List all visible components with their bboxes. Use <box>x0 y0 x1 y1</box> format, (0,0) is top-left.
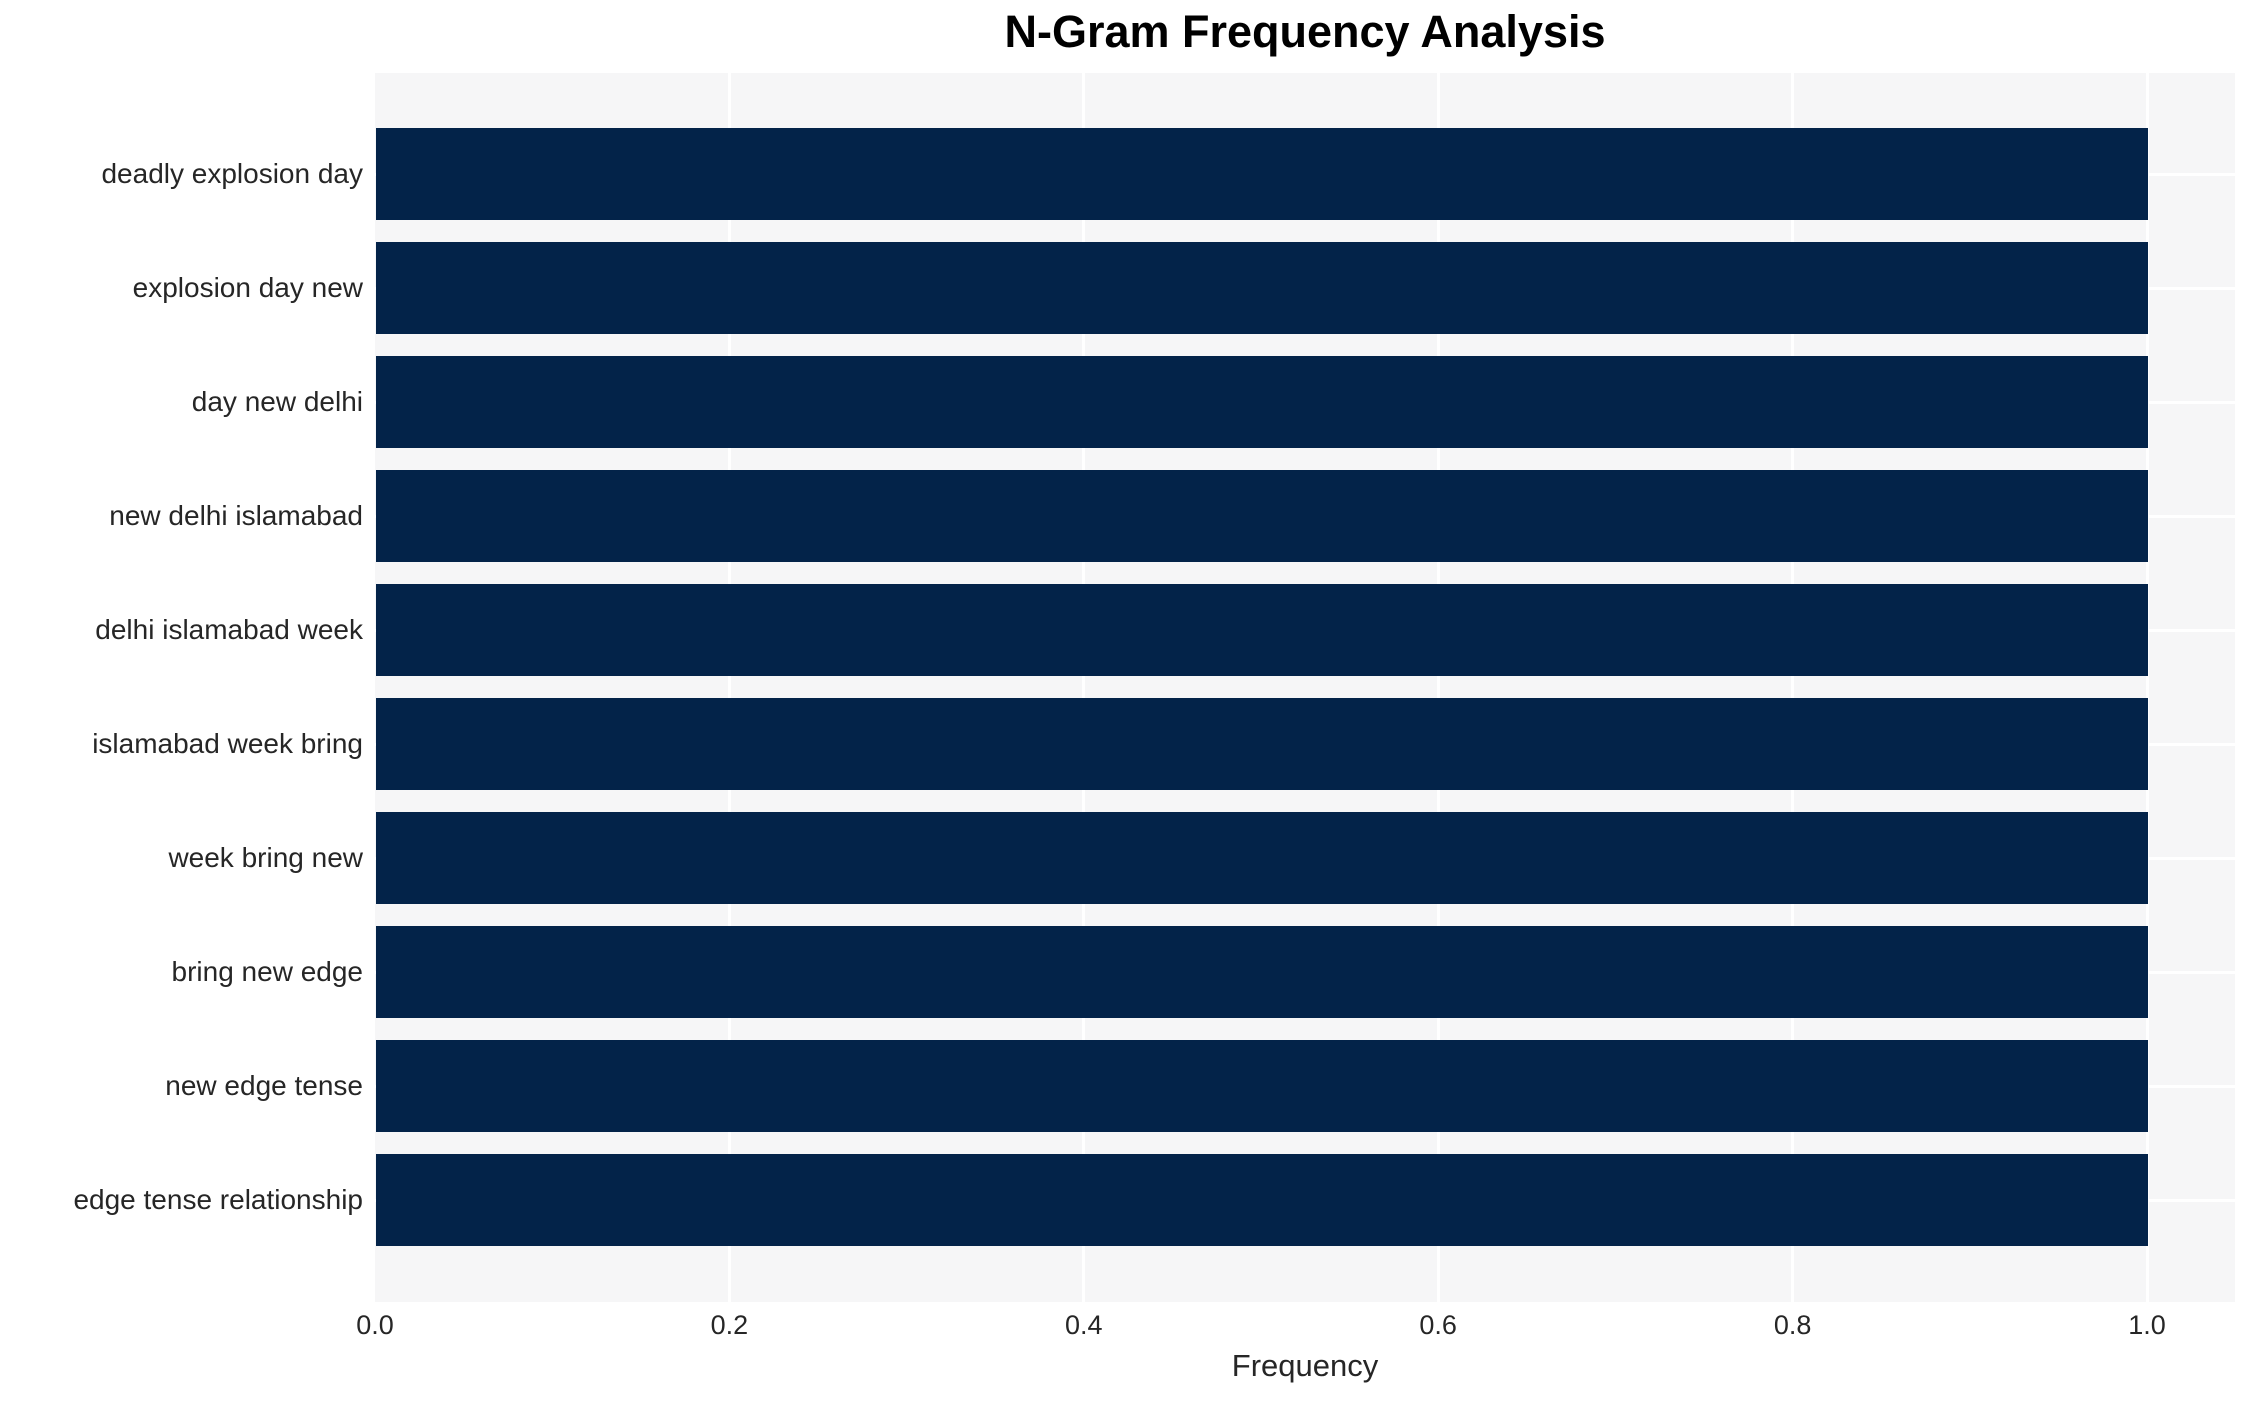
gridline-vertical <box>727 73 731 1302</box>
bar <box>376 1154 2148 1246</box>
y-axis-labels: deadly explosion day explosion day new day… <box>0 0 363 1402</box>
y-axis-tick-label: bring new edge <box>171 956 363 987</box>
x-axis-tick-label: 0.8 <box>1773 1310 1812 1340</box>
x-axis-tick-label: 0.2 <box>710 1310 749 1340</box>
bar <box>376 470 2148 562</box>
gridline-vertical <box>1791 73 1795 1302</box>
x-axis-label: Frequency <box>1231 1348 1379 1383</box>
bar <box>376 926 2148 1018</box>
gridline-vertical <box>2145 73 2149 1302</box>
gridline-vertical <box>1436 73 1440 1302</box>
bar <box>376 1040 2148 1132</box>
gridline-vertical <box>1082 73 1086 1302</box>
y-axis-tick-label: deadly explosion day <box>101 158 363 189</box>
y-axis-tick-label: delhi islamabad week <box>95 614 363 645</box>
bar <box>376 356 2148 448</box>
x-axis-tick-label: 0.4 <box>1065 1310 1103 1340</box>
bar <box>376 698 2148 790</box>
y-axis-tick-label: new delhi islamabad <box>109 500 363 531</box>
bar <box>376 242 2148 334</box>
bar <box>376 584 2148 676</box>
y-axis-tick-label: edge tense relationship <box>73 1184 363 1215</box>
x-axis-tick-label: 0.6 <box>1419 1310 1457 1340</box>
y-axis-tick-label: week bring new <box>168 842 363 873</box>
bar <box>376 128 2148 220</box>
bar <box>376 812 2148 904</box>
x-axis-tick-label: 1.0 <box>2128 1310 2166 1340</box>
plot-area <box>375 73 2235 1302</box>
y-axis-tick-label: explosion day new <box>132 272 363 303</box>
chart-title: N-Gram Frequency Analysis <box>1004 6 1606 57</box>
y-axis-tick-label: islamabad week bring <box>92 728 363 759</box>
y-axis-tick-label: new edge tense <box>165 1070 363 1101</box>
y-axis-tick-label: day new delhi <box>191 386 363 417</box>
